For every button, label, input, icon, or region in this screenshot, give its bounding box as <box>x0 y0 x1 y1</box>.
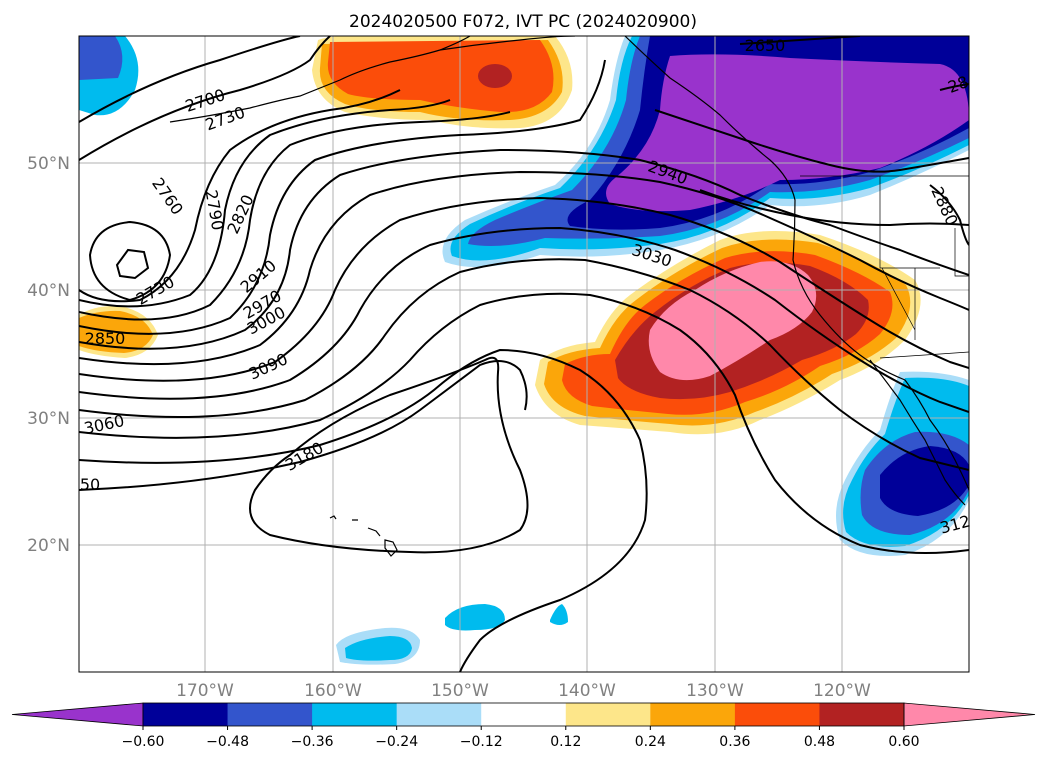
contour-line <box>88 220 172 302</box>
lon-label-130w: 130°W <box>686 681 744 701</box>
negative-anomaly-nw-core <box>79 36 123 80</box>
contour-line <box>79 360 528 491</box>
contour-line <box>79 36 301 123</box>
lat-label-20n: 20°N <box>27 536 70 556</box>
lat-label-40n: 40°N <box>27 281 70 301</box>
negative-anomaly-south-3 <box>550 604 568 625</box>
negative-anomaly-baja-navy <box>880 446 969 516</box>
contour-line <box>79 258 969 471</box>
positive-anomaly-alaska-red <box>327 40 554 113</box>
positive-anomaly-alaska-core <box>478 64 512 88</box>
colorbar-swatch <box>396 703 482 726</box>
contour-line <box>79 226 969 413</box>
colorbar-swatch <box>227 703 313 726</box>
colorbar-swatch <box>312 703 398 726</box>
contour-line <box>79 99 451 308</box>
contour-label-2650: 2650 <box>745 36 786 55</box>
lon-label-120w: 120°W <box>813 681 871 701</box>
contour-line <box>79 59 606 335</box>
latitude-labels: 50°N 40°N 30°N 20°N <box>27 154 70 556</box>
colorbar-swatch <box>481 703 567 726</box>
map-panel: 2650 2700 2730 2760 2790 2820 2850 2880 … <box>78 35 972 673</box>
colorbar-extend-high <box>903 702 1036 727</box>
graticule <box>79 36 969 672</box>
negative-anomaly-gulf-core <box>606 54 969 212</box>
contour-label-2850-west: 2850 <box>85 329 126 348</box>
contour-line <box>79 111 511 321</box>
lon-label-160w: 160°W <box>304 681 362 701</box>
longitude-labels: 170°W 160°W 150°W 140°W 130°W 120°W <box>176 681 871 701</box>
figure-title: 2024020500 F072, IVT PC (2024020900) <box>349 12 697 32</box>
colorbar-swatch <box>819 703 905 726</box>
colorbar-swatch <box>650 703 736 726</box>
lon-label-170w: 170°W <box>176 681 234 701</box>
colorbar-swatch <box>734 703 820 726</box>
height-contours <box>79 36 969 672</box>
contour-line <box>929 184 969 246</box>
contour-line <box>115 248 150 280</box>
lat-label-30n: 30°N <box>27 409 70 429</box>
colorbar-swatch <box>565 703 651 726</box>
coastline-north-america <box>624 36 969 491</box>
colorbar-tick-label: 0.12 <box>550 734 581 750</box>
colorbar-tick-label: −0.24 <box>375 734 418 750</box>
colorbar-tick-label: −0.60 <box>122 734 165 750</box>
contour-line <box>739 36 861 45</box>
lat-label-50n: 50°N <box>27 154 70 174</box>
colorbar-tick-label: −0.48 <box>206 734 249 750</box>
colorbar-tick-label: 0.60 <box>888 734 919 750</box>
contour-line <box>79 292 969 555</box>
contour-line <box>249 356 529 554</box>
colorbar: −0.60 −0.48 −0.36 −0.24 −0.12 0.12 0.24 0.36 0.4… <box>11 702 1036 750</box>
contour-line <box>79 170 969 366</box>
hawaii-islands <box>329 515 398 557</box>
coastline-alaska-peninsula <box>169 36 471 123</box>
colorbar-swatch <box>143 703 229 726</box>
contour-line <box>79 196 969 382</box>
lon-label-150w: 150°W <box>431 681 489 701</box>
border-us-mexico <box>879 351 969 359</box>
contour-line <box>79 148 969 350</box>
colorbar-tick-label: −0.36 <box>291 734 334 750</box>
contour-line <box>699 189 969 227</box>
colorbar-tick-label: −0.12 <box>460 734 503 750</box>
negative-anomaly-south-1-core <box>345 636 412 661</box>
contour-line <box>654 109 969 173</box>
contour-label-50: 50 <box>80 475 100 494</box>
contour-line <box>79 36 331 161</box>
colorbar-tick-label: 0.24 <box>635 734 666 750</box>
shading-layer <box>79 36 969 665</box>
coastline-baja <box>869 359 966 506</box>
border-states <box>879 176 969 340</box>
contour-line <box>79 89 401 303</box>
positive-anomaly-river-core <box>648 261 817 381</box>
colorbar-frame <box>142 702 905 727</box>
colorbar-tick-label: 0.48 <box>804 734 835 750</box>
map-frame <box>78 35 970 673</box>
contour-line <box>939 83 969 91</box>
colorbar-extend-low <box>11 702 144 727</box>
colorbar-tick-label: 0.36 <box>719 734 750 750</box>
contour-line <box>79 348 648 672</box>
lon-label-140w: 140°W <box>558 681 616 701</box>
